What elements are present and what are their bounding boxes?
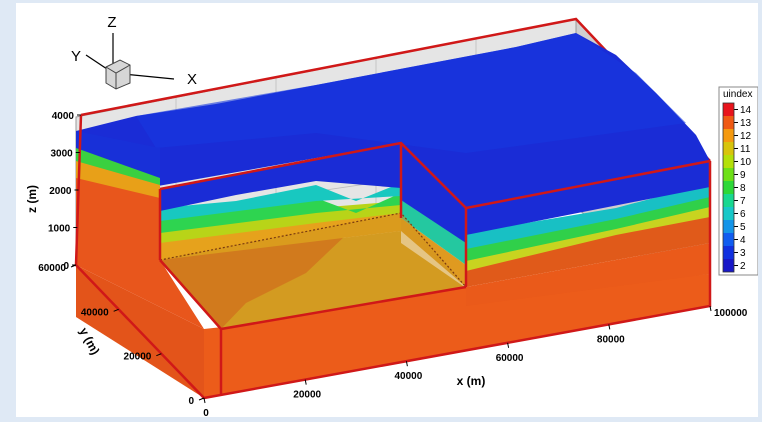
cut-back-green [160,193,401,233]
x-tick-label: 40000 [394,371,422,382]
y-tick [70,264,77,268]
legend-label: 9 [740,170,746,181]
legend-label: 4 [740,235,746,246]
x-tick-label: 100000 [714,308,748,319]
legend-label: 14 [740,105,752,116]
legend-swatch [723,142,734,155]
axis-ticks [70,114,712,404]
orientation-triad: Z Y X [71,14,197,90]
plot-panel: 0 1000 2000 3000 4000 0 20000 40000 60000 0 20000 4… [16,3,758,417]
y-tick-label: 0 [188,396,194,407]
x-axis-title: x (m) [457,374,486,388]
cut-back-yellow [160,208,401,260]
z-tick-label: 3000 [51,149,74,160]
left-face-blue [76,131,160,178]
legend-label: 11 [740,144,751,155]
left-face-orange [76,173,204,329]
x-tick [608,324,611,330]
z-tick-label: 4000 [52,111,75,122]
left-face-green [76,146,160,185]
right-front-blue [466,161,710,235]
x-tick [405,361,408,367]
legend-label: 8 [740,183,746,194]
legend-swatch [723,155,734,168]
y-tick [198,397,205,401]
z-tick-label: 0 [63,261,69,272]
color-legend: uindex 14 13 12 11 10 9 8 7 6 5 4 3 2 [718,86,758,276]
y-tick-label: 60000 [38,263,66,274]
x-tick-label: 0 [203,408,209,417]
x-tick [507,342,510,348]
left-face-yellow [76,158,160,198]
legend-swatch [723,181,734,194]
right-front-yellow [466,213,710,287]
cut-back-cyan [160,183,401,221]
legend-label: 5 [740,222,746,233]
top-surface-shade [136,33,686,153]
legend-swatch [723,103,734,116]
x-tick [709,305,712,312]
cut-side-green [401,198,466,265]
x-tick [304,379,307,385]
legend-swatch [723,233,734,246]
legend-swatch [723,207,734,220]
legend-swatch [723,129,734,142]
x-tick [203,397,206,404]
legend-label: 2 [740,261,746,272]
legend-title: uindex [723,89,752,100]
legend-label: 7 [740,196,746,207]
x-tick-label: 60000 [496,353,524,364]
legend-label: 12 [740,131,752,142]
legend-swatch [723,259,734,272]
right-front-cyan [466,183,710,249]
x-tick-label: 80000 [597,334,625,345]
cut-back-lime [160,201,401,243]
z-tick-label: 1000 [48,224,71,235]
z-axis-title: z (m) [25,185,39,213]
z-tick-label: 2000 [49,186,72,197]
y-tick [113,308,119,312]
legend-swatch [723,168,734,181]
axis-tick-labels: 0100020003000400002000040000600000200004… [38,111,748,417]
legend-label: 10 [740,157,752,168]
legend-swatch [723,194,734,207]
legend-label: 13 [740,118,752,129]
front-slab-face [204,274,710,398]
y-tick-label: 20000 [124,352,152,363]
triad-z-label: Z [107,14,116,31]
legend-swatch [723,246,734,259]
model-3d-plot: 0100020003000400002000040000600000200004… [25,14,758,417]
cut-back-blue [160,143,401,211]
legend-label: 3 [740,248,746,259]
triad-y-label: Y [71,48,81,65]
legend-swatch [723,220,734,233]
right-front-orange [466,243,710,306]
x-tick-label: 20000 [293,390,321,401]
y-tick-label: 40000 [81,307,109,318]
y-tick [156,353,162,357]
legend-label: 6 [740,209,746,220]
legend-bar-outline [722,102,735,273]
triad-x-label: X [187,71,197,88]
cut-side-blue [401,143,466,243]
legend-swatch [723,116,734,129]
